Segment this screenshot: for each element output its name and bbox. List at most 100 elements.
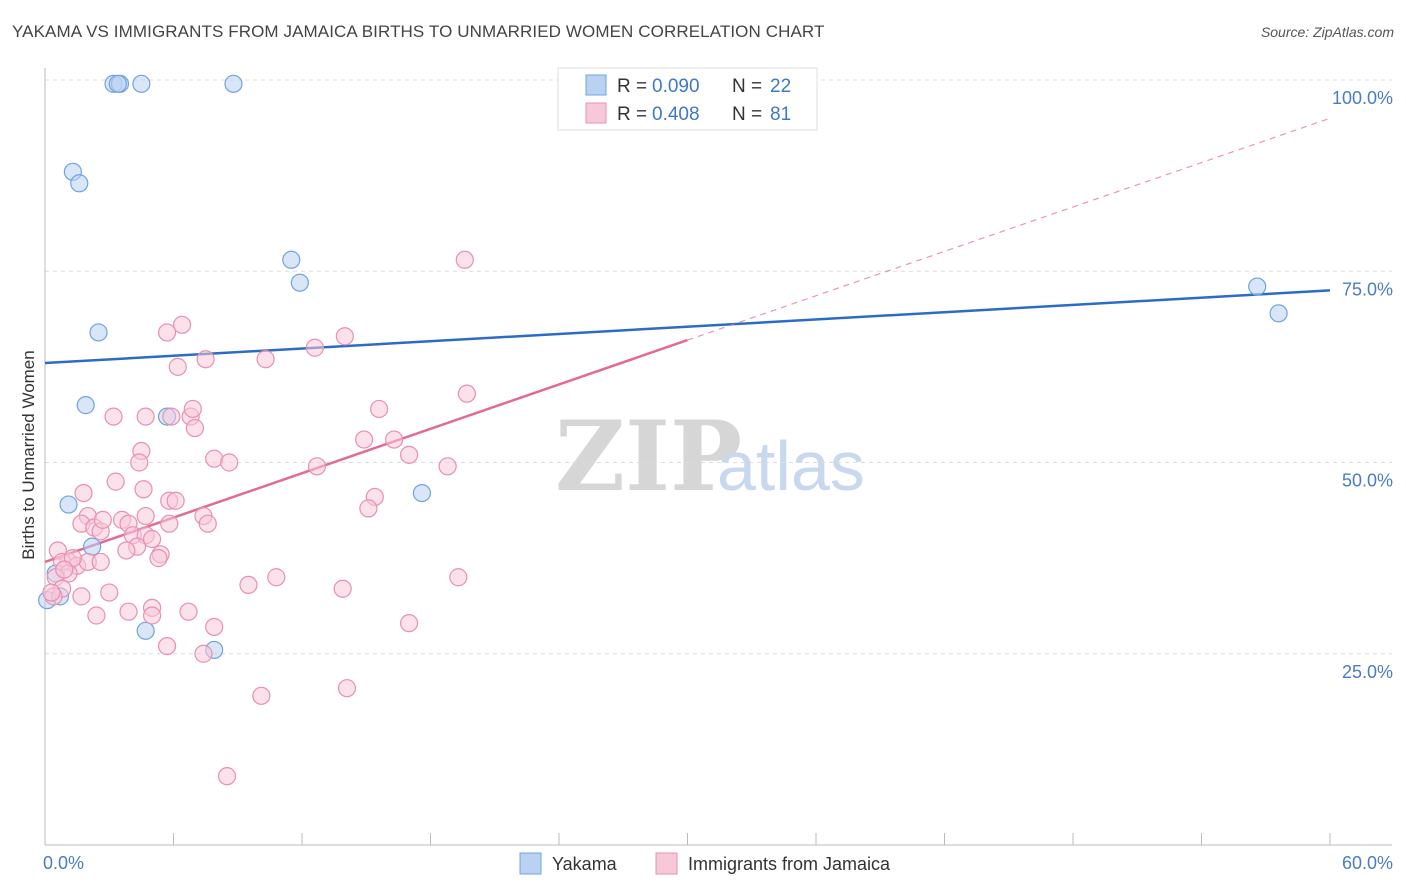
point-series-1 (267, 568, 286, 587)
point-series-0 (1269, 304, 1288, 323)
y-tick-label: 25.0% (1342, 662, 1393, 682)
series-legend-label-1: Immigrants from Jamaica (688, 854, 891, 874)
legend-n-value: 81 (770, 104, 791, 125)
point-series-1 (104, 407, 123, 426)
point-series-1 (134, 480, 153, 499)
point-series-1 (100, 583, 119, 602)
point-series-1 (136, 407, 155, 426)
watermark: ZIP atlas (555, 400, 865, 513)
point-series-1 (106, 472, 125, 491)
point-series-1 (55, 560, 74, 579)
y-tick-label: 50.0% (1342, 471, 1393, 491)
point-series-1 (205, 449, 224, 468)
legend-r-value: 0.408 (652, 104, 700, 125)
point-series-1 (220, 453, 239, 472)
point-series-1 (399, 445, 419, 464)
trend-line-extension-1 (687, 117, 1331, 341)
point-series-1 (162, 407, 181, 426)
point-series-1 (205, 617, 224, 637)
point-series-1 (185, 418, 205, 438)
source-credit: Source: ZipAtlas.com (1260, 24, 1394, 40)
point-series-1 (168, 357, 187, 376)
point-series-1 (305, 338, 324, 357)
point-series-1 (307, 457, 327, 476)
point-series-0 (108, 74, 127, 93)
x-tick-label-max: 60.0% (1342, 853, 1393, 873)
point-series-0 (59, 495, 78, 514)
point-series-1 (149, 549, 168, 568)
point-series-1 (42, 583, 61, 602)
point-series-0 (70, 174, 89, 193)
point-series-1 (136, 506, 155, 526)
x-tick-label-min: 0.0% (43, 853, 84, 873)
point-series-1 (399, 614, 419, 633)
trend-line-1 (44, 338, 688, 564)
point-series-1 (166, 491, 185, 510)
y-axis-label: Births to Unmarried Women (19, 350, 38, 559)
y-tick-label: 100.0% (1332, 88, 1393, 108)
legend-r-key: R = (617, 104, 647, 125)
point-series-1 (172, 315, 192, 334)
point-series-1 (142, 529, 162, 549)
point-series-0 (224, 74, 243, 93)
point-series-1 (160, 514, 179, 533)
chart-title: YAKAMA VS IMMIGRANTS FROM JAMAICA BIRTHS… (12, 22, 825, 41)
point-series-1 (157, 636, 177, 656)
point-series-1 (449, 568, 468, 587)
point-series-1 (384, 430, 404, 449)
point-series-0 (89, 323, 108, 342)
gridlines (45, 79, 1392, 655)
point-series-1 (119, 602, 138, 621)
watermark-atlas: atlas (717, 427, 865, 505)
y-tick-label: 75.0% (1342, 279, 1393, 299)
point-series-1 (93, 510, 112, 529)
point-series-0 (76, 396, 95, 415)
point-series-1 (130, 453, 149, 472)
point-series-1 (252, 686, 271, 705)
legend-r-key: R = (617, 76, 647, 97)
point-series-1 (256, 350, 275, 369)
point-series-1 (87, 606, 106, 625)
point-series-1 (157, 323, 177, 342)
tick-labels: 25.0% 50.0% 75.0% 100.0% 0.0% 60.0% (43, 88, 1393, 873)
point-series-1 (142, 606, 162, 625)
series-legend: Yakama Immigrants from Jamaica (519, 852, 891, 875)
point-series-0 (412, 484, 432, 503)
point-series-1 (457, 384, 477, 403)
point-series-1 (335, 327, 354, 346)
point-series-1 (355, 430, 374, 449)
point-series-1 (239, 575, 258, 595)
point-series-0 (1248, 277, 1267, 296)
point-series-1 (370, 399, 389, 419)
point-series-1 (183, 399, 202, 419)
legend-swatch-0 (585, 74, 607, 96)
point-series-0 (132, 74, 151, 93)
series-legend-label-0: Yakama (552, 854, 618, 874)
point-series-1 (74, 484, 93, 503)
point-series-0 (282, 250, 301, 269)
point-series-1 (438, 457, 457, 476)
trend-line-0 (44, 289, 1331, 365)
point-series-1 (179, 602, 198, 621)
point-series-1 (455, 250, 474, 269)
legend-n-key: N = (732, 104, 762, 125)
point-series-1 (337, 679, 357, 698)
point-series-0 (136, 621, 155, 640)
legend-swatch-1 (585, 102, 607, 124)
axes (44, 68, 1392, 846)
legend-n-value: 22 (770, 76, 791, 97)
data-points (38, 74, 1288, 786)
point-series-1 (194, 644, 213, 663)
point-series-1 (117, 541, 136, 560)
point-series-1 (196, 350, 215, 369)
point-series-1 (91, 552, 110, 572)
point-series-1 (198, 514, 217, 533)
point-series-0 (83, 537, 102, 556)
point-series-1 (333, 579, 352, 598)
point-series-1 (359, 499, 378, 518)
legend-r-value: 0.090 (652, 76, 700, 97)
point-series-0 (290, 273, 309, 292)
point-series-1 (217, 767, 237, 786)
series-legend-swatch-1 (655, 852, 678, 875)
